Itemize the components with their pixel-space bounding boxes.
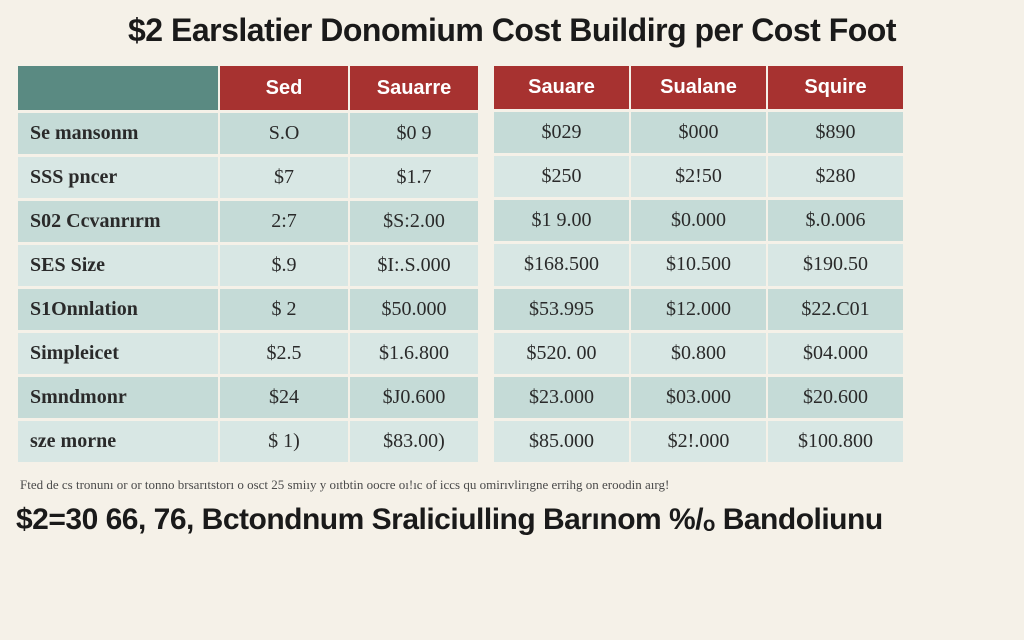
cell-value: $53.995 <box>494 289 629 330</box>
cell-value: $1.6.800 <box>350 333 478 374</box>
cell-value: $250 <box>494 156 629 197</box>
bottom-summary: $2=30 66, 76, Bctondnum Sraliciulling Ba… <box>16 503 1008 537</box>
cell-value: $23.000 <box>494 377 629 418</box>
col-header-sualane: Sualane <box>631 66 766 109</box>
cell-value: $0.800 <box>631 333 766 374</box>
cell-value: $24 <box>220 377 348 418</box>
cell-value: $83.00) <box>350 421 478 462</box>
table-right-group: Sauare Sualane Squire $029$000$890$250$2… <box>492 63 905 465</box>
cost-table: Sed Sauarre Se mansonmS.O$0 9 SSS pncer$7… <box>16 63 1008 465</box>
cell-value: $22.C01 <box>768 289 903 330</box>
cell-value: $I:.S.000 <box>350 245 478 286</box>
cell-value: $ 1) <box>220 421 348 462</box>
cell-value: $1.7 <box>350 157 478 198</box>
cell-value: $100.800 <box>768 421 903 462</box>
cell-value: $0 9 <box>350 113 478 154</box>
row-label: Simpleicet <box>18 333 218 374</box>
cell-value: $50.000 <box>350 289 478 330</box>
cell-value: $2!50 <box>631 156 766 197</box>
row-label: Smndmonr <box>18 377 218 418</box>
cell-value: $J0.600 <box>350 377 478 418</box>
cell-value: 2:7 <box>220 201 348 242</box>
cell-value: $03.000 <box>631 377 766 418</box>
cell-value: $2.5 <box>220 333 348 374</box>
cell-value: $029 <box>494 112 629 153</box>
row-label: sze morne <box>18 421 218 462</box>
cell-value: S.O <box>220 113 348 154</box>
cell-value: $520. 00 <box>494 333 629 374</box>
cell-value: $04.000 <box>768 333 903 374</box>
cell-value: $890 <box>768 112 903 153</box>
cell-value: $280 <box>768 156 903 197</box>
cell-value: $190.50 <box>768 244 903 285</box>
row-label: SSS pncer <box>18 157 218 198</box>
cell-value: $S:2.00 <box>350 201 478 242</box>
cell-value: $7 <box>220 157 348 198</box>
footnote-text: Fted de cs tronunı or or tonno brsarıtst… <box>20 477 1004 493</box>
cell-value: $1 9.00 <box>494 200 629 241</box>
cell-value: $168.500 <box>494 244 629 285</box>
row-label: S1Onnlation <box>18 289 218 330</box>
cell-value: $000 <box>631 112 766 153</box>
col-header-sed: Sed <box>220 66 348 110</box>
row-label: Se mansonm <box>18 113 218 154</box>
page-title: $2 Earslatier Donomium Cost Buildirg per… <box>16 12 1008 49</box>
cell-value: $.9 <box>220 245 348 286</box>
cell-value: $20.600 <box>768 377 903 418</box>
col-header-squire: Squire <box>768 66 903 109</box>
cell-value: $12.000 <box>631 289 766 330</box>
table-left-group: Sed Sauarre Se mansonmS.O$0 9 SSS pncer$7… <box>16 63 480 465</box>
cell-value: $0.000 <box>631 200 766 241</box>
cell-value: $10.500 <box>631 244 766 285</box>
row-label: S02 Ccvanrırm <box>18 201 218 242</box>
cell-value: $85.000 <box>494 421 629 462</box>
cell-value: $.0.006 <box>768 200 903 241</box>
col-header-sauarre: Sauarre <box>350 66 478 110</box>
row-label: SES Size <box>18 245 218 286</box>
cell-value: $ 2 <box>220 289 348 330</box>
cell-value: $2!.000 <box>631 421 766 462</box>
col-header-sauare: Sauare <box>494 66 629 109</box>
col-header-blank <box>18 66 218 110</box>
